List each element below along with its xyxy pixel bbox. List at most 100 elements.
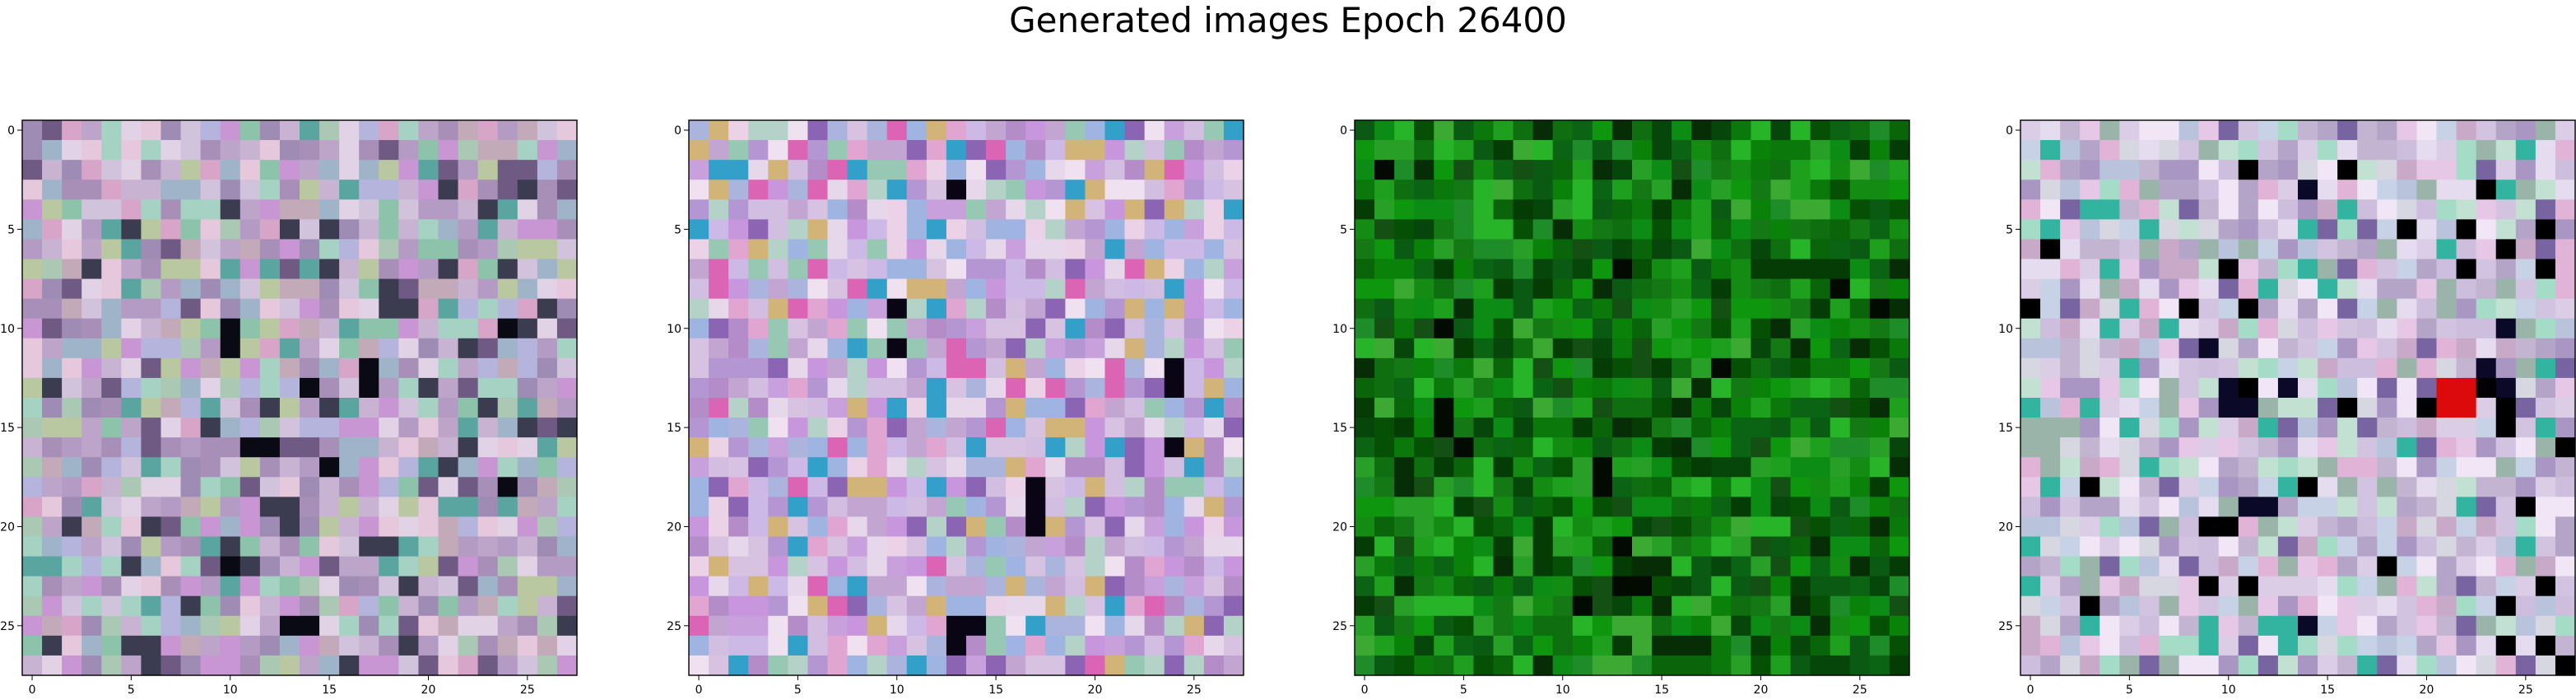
pixel-cell bbox=[2377, 536, 2397, 558]
pixel-cell bbox=[1065, 576, 1086, 597]
pixel-cell bbox=[1394, 180, 1415, 200]
pixel-cell bbox=[1434, 219, 1454, 240]
pixel-cell bbox=[2357, 418, 2378, 438]
y-tick-label: 10 bbox=[0, 323, 15, 336]
pixel-cell bbox=[728, 219, 749, 240]
pixel-cell bbox=[2218, 357, 2239, 379]
pixel-cell bbox=[827, 655, 849, 676]
pixel-cell bbox=[418, 655, 439, 676]
pixel-cell bbox=[556, 418, 578, 438]
pixel-cell bbox=[1104, 497, 1126, 518]
pixel-cell bbox=[2080, 655, 2100, 676]
pixel-cell bbox=[2377, 377, 2397, 399]
pixel-cell bbox=[768, 398, 788, 418]
pixel-cell bbox=[1434, 259, 1454, 280]
pixel-cell bbox=[986, 338, 1007, 359]
pixel-cell bbox=[398, 477, 420, 497]
pixel-cell bbox=[2476, 239, 2497, 260]
pixel-cell bbox=[141, 398, 162, 418]
pixel-cell bbox=[2298, 120, 2318, 141]
pixel-cell bbox=[1652, 418, 1672, 438]
pixel-cell bbox=[1731, 497, 1752, 518]
pixel-cell bbox=[1513, 536, 1534, 558]
pixel-cell bbox=[2159, 457, 2180, 478]
pixel-cell bbox=[1849, 377, 1871, 399]
pixel-cell bbox=[42, 595, 63, 617]
pixel-cell bbox=[418, 418, 439, 438]
pixel-cell bbox=[1770, 437, 1792, 458]
pixel-cell bbox=[2159, 298, 2180, 320]
pixel-cell bbox=[458, 278, 479, 300]
pixel-cell bbox=[1691, 259, 1712, 280]
pixel-cell bbox=[1453, 278, 1475, 300]
pixel-cell bbox=[1731, 199, 1752, 220]
pixel-cell bbox=[1869, 377, 1890, 399]
pixel-cell bbox=[1611, 635, 1633, 656]
pixel-cell bbox=[1006, 398, 1026, 418]
pixel-cell bbox=[1869, 398, 1890, 418]
pixel-cell bbox=[2397, 536, 2418, 558]
pixel-cell bbox=[1869, 278, 1890, 300]
pixel-cell bbox=[827, 160, 849, 180]
pixel-cell bbox=[1394, 298, 1415, 320]
pixel-cell bbox=[986, 457, 1007, 478]
pixel-cell bbox=[398, 418, 420, 438]
pixel-cell bbox=[1632, 357, 1653, 379]
pixel-cell bbox=[1473, 655, 1495, 676]
pixel-cell bbox=[1770, 398, 1792, 418]
pixel-cell bbox=[2277, 259, 2299, 280]
pixel-cell bbox=[2298, 556, 2318, 577]
axes-frame bbox=[21, 119, 578, 676]
pixel-cell bbox=[2495, 160, 2517, 180]
pixel-cell bbox=[1223, 278, 1244, 300]
pixel-cell bbox=[1552, 180, 1574, 200]
pixel-cell bbox=[807, 497, 829, 518]
pixel-cell bbox=[2476, 377, 2497, 399]
pixel-cell bbox=[1045, 536, 1066, 558]
pixel-cell bbox=[1830, 120, 1851, 141]
pixel-cell bbox=[2119, 418, 2141, 438]
pixel-cell bbox=[2535, 298, 2556, 320]
pixel-cell bbox=[1711, 219, 1732, 240]
pixel-cell bbox=[62, 497, 82, 518]
pixel-cell bbox=[398, 377, 420, 399]
pixel-cell bbox=[728, 259, 749, 280]
pixel-cell bbox=[1611, 576, 1633, 597]
pixel-cell bbox=[101, 437, 122, 458]
pixel-cell bbox=[1849, 595, 1871, 617]
pixel-cell bbox=[81, 615, 102, 637]
pixel-cell bbox=[986, 239, 1007, 260]
pixel-cell bbox=[1025, 239, 1046, 260]
pixel-cell bbox=[2456, 259, 2477, 280]
pixel-cell bbox=[906, 536, 928, 558]
pixel-cell bbox=[1830, 418, 1851, 438]
pixel-cell bbox=[946, 338, 967, 359]
pixel-cell bbox=[1414, 259, 1434, 280]
pixel-cell bbox=[398, 536, 420, 558]
pixel-cell bbox=[2159, 576, 2180, 597]
pixel-cell bbox=[42, 497, 63, 518]
pixel-cell bbox=[2416, 556, 2438, 577]
pixel-cell bbox=[728, 377, 749, 399]
pixel-cell bbox=[200, 477, 221, 497]
pixel-cell bbox=[1731, 576, 1752, 597]
pixel-cell bbox=[807, 219, 829, 240]
pixel-cell bbox=[1124, 140, 1146, 161]
pixel-cell bbox=[1164, 377, 1185, 399]
pixel-cell bbox=[2238, 259, 2259, 280]
pixel-cell bbox=[1183, 595, 1205, 617]
pixel-cell bbox=[200, 357, 221, 379]
pixel-cell bbox=[1164, 199, 1185, 220]
pixel-cell bbox=[1183, 298, 1205, 320]
pixel-cell bbox=[2337, 377, 2358, 399]
pixel-cell bbox=[1672, 595, 1692, 617]
pixel-cell bbox=[1869, 338, 1890, 359]
pixel-cell bbox=[379, 556, 399, 577]
pixel-cell bbox=[1453, 219, 1475, 240]
pixel-cell bbox=[62, 595, 82, 617]
pixel-cell bbox=[220, 239, 241, 260]
x-tick-label: 0 bbox=[695, 684, 703, 697]
pixel-cell bbox=[398, 239, 420, 260]
pixel-cell bbox=[906, 338, 928, 359]
pixel-cell bbox=[160, 377, 182, 399]
